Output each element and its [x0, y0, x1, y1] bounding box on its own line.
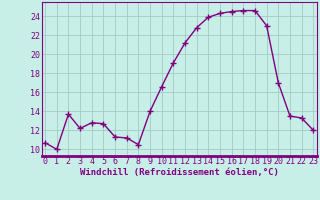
X-axis label: Windchill (Refroidissement éolien,°C): Windchill (Refroidissement éolien,°C): [80, 168, 279, 177]
